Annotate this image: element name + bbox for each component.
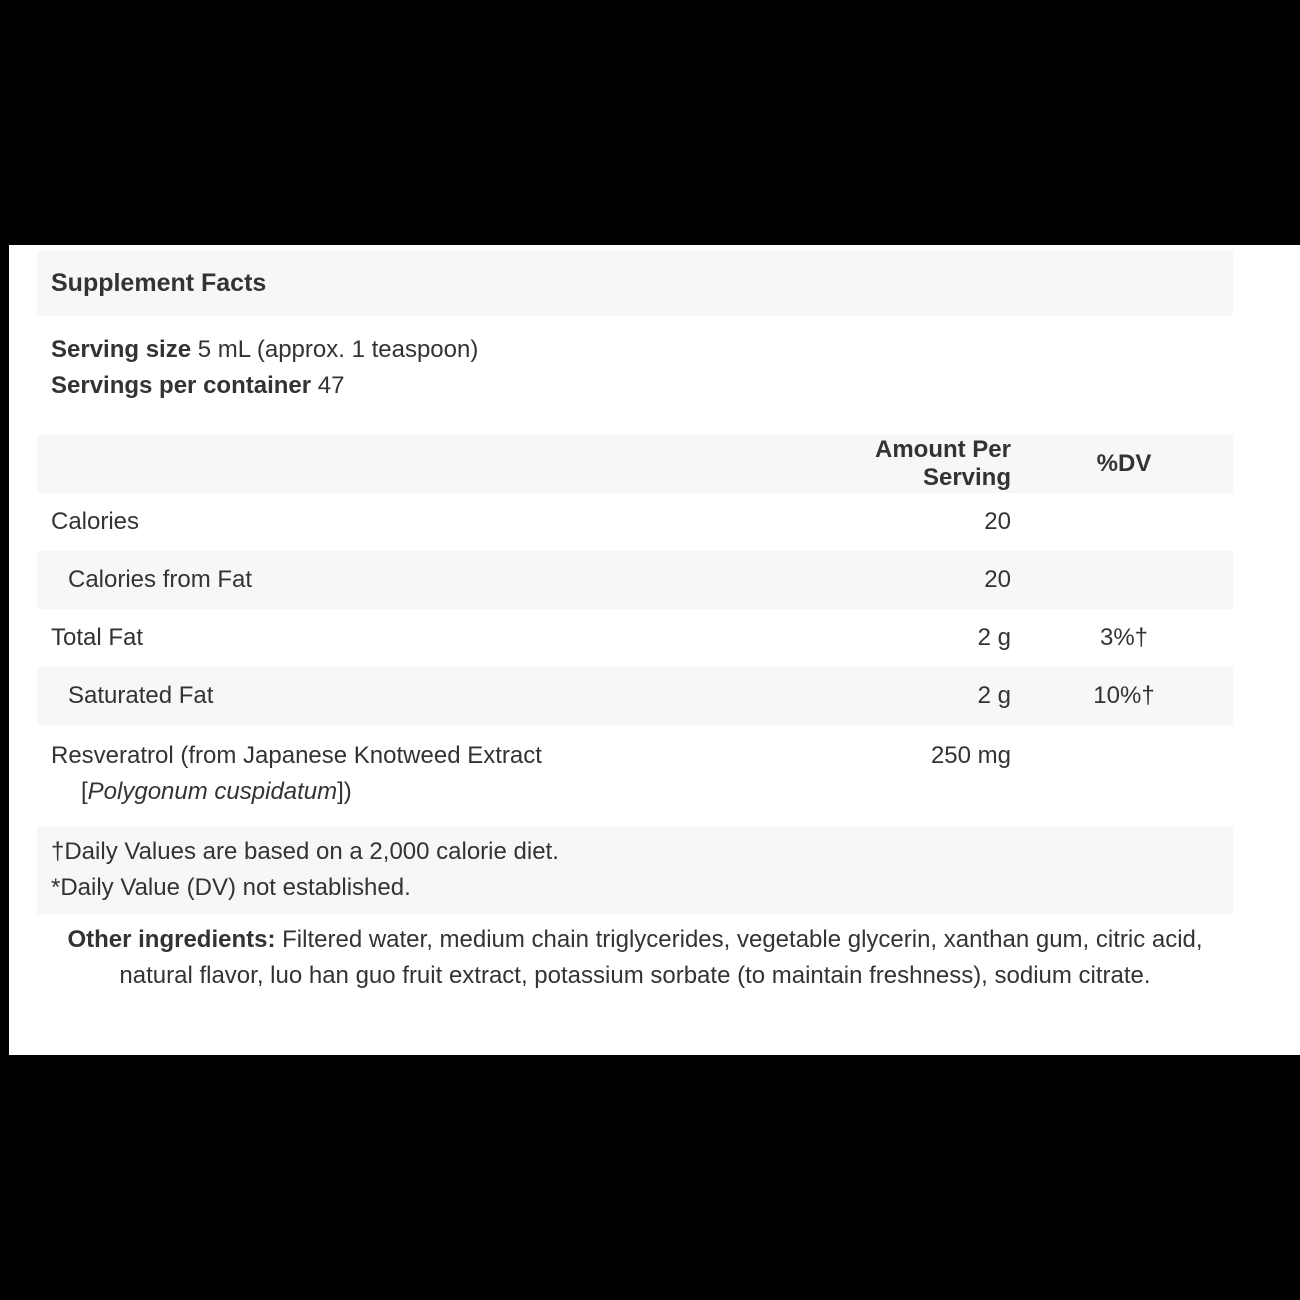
- table-row: Total Fat 2 g 3%†: [37, 609, 1233, 667]
- footnote-dv-not-established: *Daily Value (DV) not established.: [51, 874, 411, 901]
- other-ingredients-label: Other ingredients:: [67, 926, 276, 953]
- resveratrol-line2: [Polygonum cuspidatum]): [51, 774, 781, 810]
- row-amount: 2 g: [977, 624, 1011, 651]
- footnotes: †Daily Values are based on a 2,000 calor…: [37, 826, 1233, 914]
- row-label: Calories: [51, 508, 140, 535]
- serving-size-line: Serving size 5 mL (approx. 1 teaspoon): [51, 332, 1233, 368]
- other-ingredients-text: Filtered water, medium chain triglycerid…: [119, 926, 1203, 989]
- latin-name: Polygonum cuspidatum: [87, 778, 338, 805]
- footnote-daily-values: †Daily Values are based on a 2,000 calor…: [51, 838, 559, 865]
- table-row: Saturated Fat 2 g 10%†: [37, 667, 1233, 725]
- row-amount: 20: [984, 566, 1011, 593]
- row-label: Calories from Fat: [68, 566, 253, 593]
- resveratrol-line1: Resveratrol (from Japanese Knotweed Extr…: [51, 742, 542, 769]
- supplement-facts-header: Supplement Facts: [37, 251, 1233, 316]
- row-amount: 2 g: [977, 682, 1011, 709]
- supplement-label-panel: Supplement Facts Serving size 5 mL (appr…: [9, 245, 1300, 1055]
- servings-per-container-label: Servings per container: [51, 372, 312, 399]
- facts-table: Amount Per Serving %DV Calories 20 Calor…: [37, 435, 1233, 914]
- row-label: Total Fat: [51, 624, 144, 651]
- servings-per-container-value: 47: [311, 372, 345, 399]
- row-amount: 250 mg: [930, 742, 1011, 769]
- label-content: Supplement Facts Serving size 5 mL (appr…: [37, 251, 1233, 994]
- dv-header: %DV: [1096, 450, 1152, 477]
- table-header-row: Amount Per Serving %DV: [37, 435, 1233, 493]
- row-dv: 10%†: [1093, 682, 1155, 709]
- row-amount: 20: [984, 508, 1011, 535]
- other-ingredients: Other ingredients: Filtered water, mediu…: [37, 922, 1233, 994]
- serving-size-value: 5 mL (approx. 1 teaspoon): [191, 336, 479, 363]
- bracket-open: [: [81, 778, 88, 805]
- row-dv: 3%†: [1099, 624, 1149, 651]
- bracket-close: ]): [337, 778, 352, 805]
- table-row: Calories from Fat 20: [37, 551, 1233, 609]
- table-row: Calories 20: [37, 493, 1233, 551]
- servings-per-container-line: Servings per container 47: [51, 368, 1233, 404]
- table-row-resveratrol: Resveratrol (from Japanese Knotweed Extr…: [37, 725, 1233, 823]
- supplement-facts-title: Supplement Facts: [51, 269, 267, 297]
- serving-info: Serving size 5 mL (approx. 1 teaspoon) S…: [37, 332, 1233, 404]
- amount-per-serving-header: Amount Per Serving: [874, 436, 1011, 491]
- row-label: Resveratrol (from Japanese Knotweed Extr…: [51, 738, 781, 810]
- row-label: Saturated Fat: [68, 682, 214, 709]
- serving-size-label: Serving size: [51, 336, 192, 363]
